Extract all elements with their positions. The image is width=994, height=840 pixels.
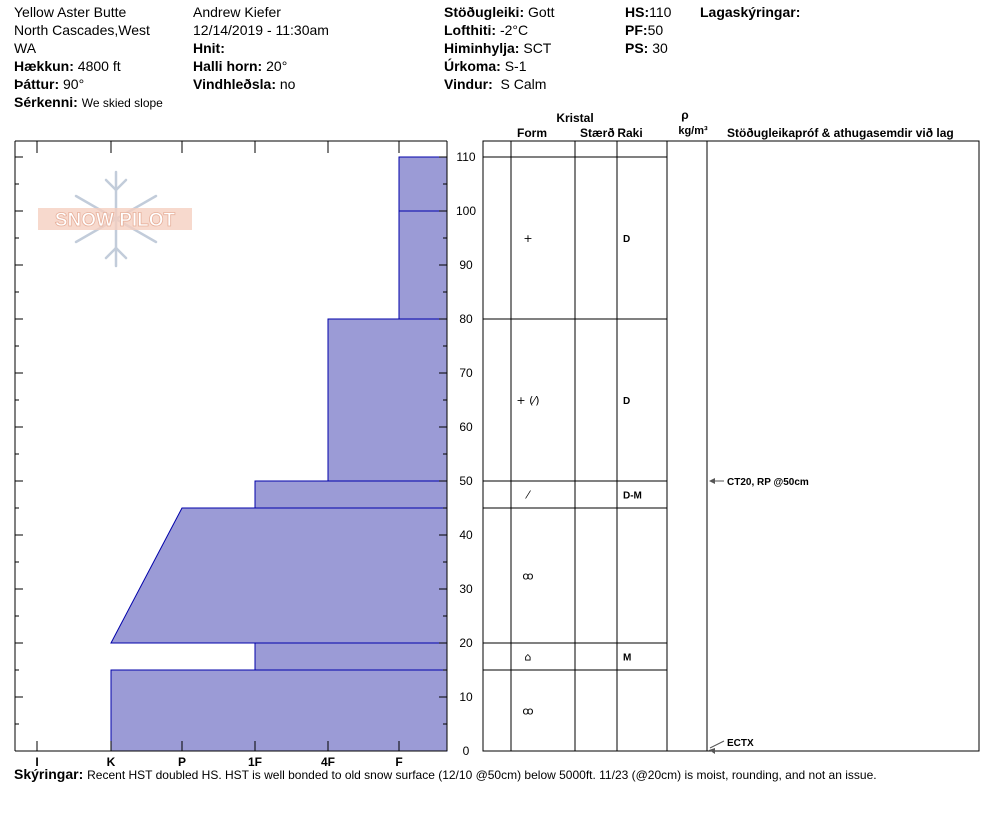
table-frame bbox=[482, 140, 980, 752]
hardness-layer-5 bbox=[254, 642, 448, 671]
air-temp-value: -2°C bbox=[499, 22, 529, 38]
slope-value: 20° bbox=[266, 58, 288, 74]
features-row: Sérkenni: We skied slope bbox=[14, 94, 163, 110]
wind-row: Vindur: S Calm bbox=[444, 76, 547, 92]
kristal-header: Kristal bbox=[556, 111, 593, 125]
moisture-header: Raki bbox=[617, 126, 642, 140]
hardness-tick-label: F bbox=[395, 755, 402, 769]
stability-test-label: ECTX bbox=[727, 738, 754, 749]
pf-row: PF:50 bbox=[625, 22, 664, 38]
location-name: Yellow Aster Butte bbox=[14, 4, 127, 20]
height-tick-label: 50 bbox=[459, 474, 473, 488]
header-legend: Lagaskýringar: bbox=[700, 3, 800, 21]
aspect-value: 90° bbox=[63, 76, 85, 92]
notes-label: Skýringar: bbox=[14, 766, 84, 782]
hs-row: HS:110 bbox=[625, 4, 672, 20]
ps-value: 30 bbox=[652, 40, 668, 56]
sky-value: SCT bbox=[523, 40, 552, 56]
test-arrowhead bbox=[709, 748, 715, 754]
coords-row: Hnit: bbox=[193, 40, 225, 56]
hardness-layer-0 bbox=[398, 156, 448, 212]
height-tick-label: 0 bbox=[463, 744, 470, 758]
precip-value: S-1 bbox=[504, 58, 527, 74]
test-arrowhead bbox=[709, 478, 715, 484]
logo-text: SNOW PILOT bbox=[55, 210, 176, 231]
ps-row: PS: 30 bbox=[625, 40, 668, 56]
tests-header: Stöðugleikapróf & athugasemdir við lag bbox=[727, 126, 954, 140]
density-unit-header: kg/m³ bbox=[678, 125, 708, 137]
slope-row: Halli horn: 20° bbox=[193, 58, 288, 74]
header-left: Yellow Aster Butte North Cascades,West W… bbox=[14, 3, 163, 112]
hardness-tick-label: 1F bbox=[248, 755, 262, 769]
height-axis: 0 10 20 30 40 50 60 70 80 90 100 110 bbox=[15, 141, 476, 758]
rho-header: ρ bbox=[681, 108, 688, 122]
stability-test-label: CT20, RP @50cm bbox=[727, 477, 809, 488]
hardness-tick-label: P bbox=[178, 755, 186, 769]
elevation-value: 4800 ft bbox=[77, 58, 121, 74]
region-line-1: North Cascades,West bbox=[14, 22, 150, 38]
precip-row: Úrkoma: S-1 bbox=[444, 58, 527, 74]
layer-moisture: D bbox=[623, 234, 630, 245]
layer-moisture: D bbox=[623, 396, 630, 407]
pf-value: 50 bbox=[647, 22, 664, 38]
height-tick-label: 100 bbox=[456, 204, 476, 218]
sky-row: Himinhylja: SCT bbox=[444, 40, 552, 56]
hardness-layer-3 bbox=[254, 480, 448, 509]
legend-label: Lagaskýringar: bbox=[700, 4, 801, 20]
layer-moisture: M bbox=[623, 653, 631, 664]
height-tick-label: 30 bbox=[459, 582, 473, 596]
wind-loading-value: no bbox=[279, 76, 296, 92]
stability-value: Gott bbox=[528, 4, 555, 20]
snowpilot-logo: SNOW PILOT bbox=[38, 170, 192, 268]
aspect-row: Þáttur: 90° bbox=[14, 76, 85, 92]
hardness-layer-2 bbox=[327, 318, 448, 482]
size-header: Stærð bbox=[580, 126, 615, 140]
test-pointer bbox=[709, 740, 725, 749]
observer-name: Andrew Kiefer bbox=[193, 4, 281, 20]
features-value: We skied slope bbox=[81, 96, 163, 110]
layer-form-symbol: ꝏ bbox=[522, 705, 533, 718]
height-tick-label: 110 bbox=[456, 150, 475, 164]
hardness-tick-label: I bbox=[35, 755, 38, 769]
height-tick-label: 20 bbox=[459, 636, 473, 650]
height-tick-label: 10 bbox=[459, 690, 473, 704]
hardness-axis: I K P 1F 4F F bbox=[14, 140, 447, 769]
height-tick-label: 40 bbox=[459, 528, 473, 542]
form-header: Form bbox=[517, 126, 547, 140]
header-weather: Stöðugleiki: Gott Lofthiti: -2°C Himinhy… bbox=[444, 3, 554, 93]
notes-value: Recent HST doubled HS. HST is well bonde… bbox=[87, 768, 877, 782]
height-tick-label: 70 bbox=[459, 366, 473, 380]
hardness-tick-label: K bbox=[107, 755, 116, 769]
height-tick-label: 90 bbox=[459, 258, 473, 272]
hardness-layer-4 bbox=[110, 507, 448, 644]
layer-moisture: D-M bbox=[623, 491, 642, 502]
notes-row: Skýringar: Recent HST doubled HS. HST is… bbox=[14, 766, 877, 782]
hardness-tick-label: 4F bbox=[321, 755, 335, 769]
layer-form-symbol: ⁄ bbox=[524, 489, 531, 502]
layer-form-symbol: + bbox=[523, 232, 532, 245]
region-line-2: WA bbox=[14, 40, 37, 56]
stability-row: Stöðugleiki: Gott bbox=[444, 4, 555, 20]
layer-form-symbol: ꝏ bbox=[522, 570, 533, 583]
header-mid: Andrew Kiefer 12/14/2019 - 11:30am Hnit:… bbox=[193, 3, 329, 93]
height-tick-label: 80 bbox=[459, 312, 473, 326]
layer-form-symbol: + (⁄) bbox=[516, 394, 539, 407]
layer-table: + D + (⁄) D ⁄ D-M ꝏ ⌂ Mꝏ CT20, RP @50cm ECTX bbox=[482, 140, 980, 754]
layer-form-symbol: ⌂ bbox=[525, 651, 532, 664]
observation-datetime: 12/14/2019 - 11:30am bbox=[193, 22, 329, 38]
wind-loading-row: Vindhleðsla: no bbox=[193, 76, 296, 92]
hardness-profile bbox=[110, 156, 448, 752]
wind-value: S Calm bbox=[500, 76, 547, 92]
height-tick-label: 60 bbox=[459, 420, 473, 434]
hardness-layer-6 bbox=[110, 669, 448, 752]
air-temp-row: Lofthiti: -2°C bbox=[444, 22, 529, 38]
hs-value: 110 bbox=[649, 4, 672, 20]
elevation-row: Hækkun: 4800 ft bbox=[14, 58, 121, 74]
header-hs: HS:110 PF:50 PS: 30 bbox=[625, 3, 671, 57]
